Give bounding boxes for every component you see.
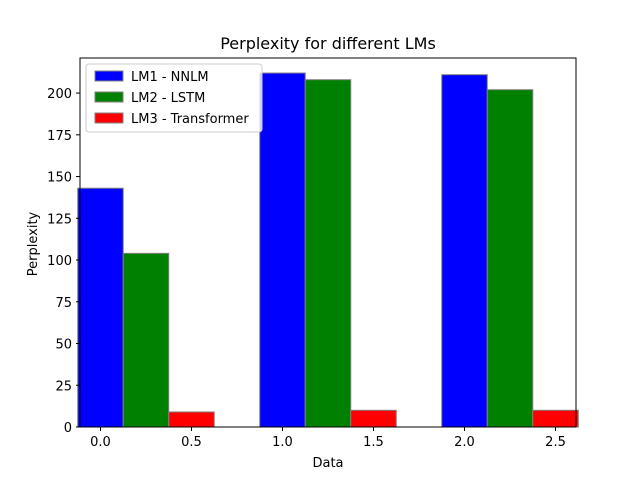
x-axis-label: Data [312, 456, 343, 471]
bar-series-2-point-1 [122, 252, 170, 428]
x-tick-label: 2.5 [545, 435, 566, 450]
plot-frame [79, 57, 577, 428]
legend-box [85, 63, 263, 133]
bar-series-2-point-3 [486, 89, 534, 428]
y-tick-label: 50 [55, 338, 72, 353]
bar-series-1-point-2 [259, 72, 306, 428]
bar-series-2-point-2 [304, 79, 352, 428]
y-tick-label: 75 [55, 296, 72, 311]
chart-title: Perplexity for different LMs [220, 34, 436, 53]
x-tick-label: 1.5 [363, 435, 384, 450]
x-tick-label: 2.0 [454, 435, 475, 450]
legend-label-2: LM2 - LSTM [131, 91, 205, 106]
bar-series-3-point-2 [350, 409, 397, 428]
legend-swatch-1 [94, 70, 124, 82]
y-tick-label: 100 [47, 254, 72, 269]
y-tick-label: 125 [47, 212, 72, 227]
axes: 0.0 0.5 1.0 1.5 2.0 2.5 0 25 50 75 100 125 150 175 200 [47, 57, 577, 450]
y-axis-label: Perplexity [26, 211, 41, 276]
bar-series-1-point-1 [77, 187, 124, 428]
legend-label-3: LM3 - Transformer [131, 112, 249, 127]
bar-series-1-point-3 [441, 74, 488, 428]
legend-swatch-3 [94, 112, 124, 124]
legend-label-1: LM1 - NNLM [131, 70, 209, 85]
legend-swatch-2 [94, 91, 124, 103]
x-tick-label: 0.0 [90, 435, 111, 450]
y-tick-label: 0 [64, 421, 72, 436]
bar-series-3-point-1 [168, 411, 215, 428]
x-tick-label: 1.0 [272, 435, 293, 450]
y-tick-label: 175 [47, 129, 72, 144]
x-tick-label: 0.5 [181, 435, 202, 450]
legend: LM1 - NNLM LM2 - LSTM LM3 - Transformer [85, 63, 263, 133]
bar-series-3-point-3 [532, 409, 579, 428]
y-tick-label: 25 [55, 379, 72, 394]
y-tick-label: 200 [47, 87, 72, 102]
bars [77, 72, 579, 428]
y-tick-label: 150 [47, 171, 72, 186]
